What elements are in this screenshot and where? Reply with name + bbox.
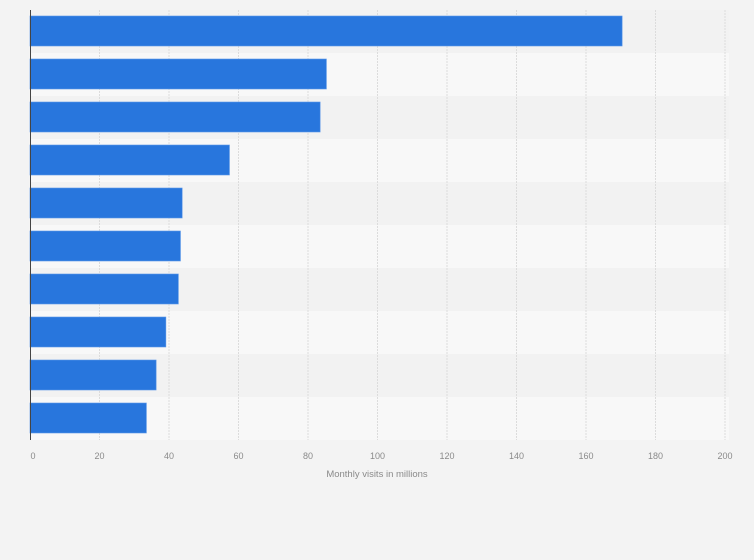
bar[interactable] <box>29 58 327 90</box>
x-axis-label: Monthly visits in millions <box>326 469 428 480</box>
bar[interactable] <box>29 359 157 391</box>
bar[interactable] <box>29 144 230 176</box>
bar[interactable] <box>29 273 179 305</box>
x-tick-label: 100 <box>370 451 385 461</box>
bar[interactable] <box>29 402 147 434</box>
x-tick-label: 20 <box>94 451 104 461</box>
bar[interactable] <box>29 316 167 348</box>
x-tick-label: 40 <box>164 451 174 461</box>
x-tick-label: 200 <box>717 451 732 461</box>
x-tick-label: 180 <box>648 451 663 461</box>
x-tick-label: 0 <box>30 451 35 461</box>
x-tick-label: 160 <box>578 451 593 461</box>
bar[interactable] <box>29 230 181 262</box>
bar[interactable] <box>29 15 623 47</box>
x-tick-label: 80 <box>303 451 313 461</box>
x-tick-label: 60 <box>233 451 243 461</box>
x-tick-label: 120 <box>439 451 454 461</box>
bar[interactable] <box>29 101 321 133</box>
bar[interactable] <box>29 187 183 219</box>
x-tick-label: 140 <box>509 451 524 461</box>
